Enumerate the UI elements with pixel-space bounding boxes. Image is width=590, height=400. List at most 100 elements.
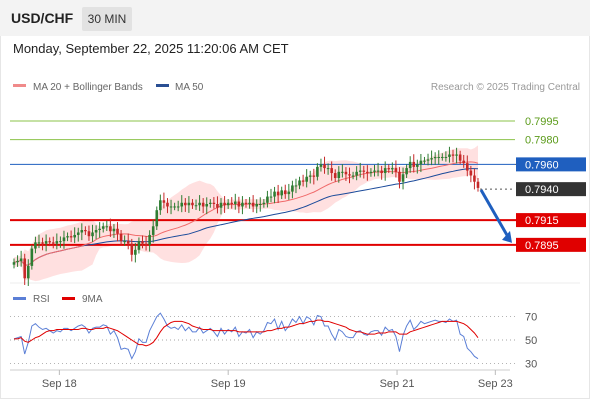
candle: [130, 243, 134, 255]
rsi-tick-label: 70: [525, 312, 537, 324]
ma50-legend-label: MA 50: [175, 82, 204, 93]
candle: [205, 204, 209, 207]
candle: [412, 161, 416, 167]
candle: [419, 160, 423, 165]
candle: [23, 258, 27, 279]
candle: [391, 168, 394, 170]
candle: [123, 241, 126, 243]
candle: [355, 171, 358, 176]
candle: [301, 180, 305, 182]
candle: [251, 202, 255, 207]
candle: [373, 170, 376, 172]
candle: [423, 160, 426, 162]
candle: [326, 168, 330, 170]
candle: [258, 204, 262, 205]
candle: [455, 154, 458, 156]
candle: [298, 180, 301, 186]
candle: [137, 241, 141, 250]
candle: [94, 230, 98, 233]
rsi-plot: 70 50 30: [10, 312, 537, 370]
candle: [151, 226, 155, 235]
candle: [16, 260, 19, 263]
x-tick-label: Sep 18: [42, 378, 77, 390]
candle: [465, 163, 469, 171]
candle: [184, 202, 187, 206]
candle: [44, 241, 48, 244]
candle: [98, 228, 101, 230]
candle: [308, 175, 312, 177]
candle: [337, 171, 341, 178]
candle: [473, 175, 476, 182]
candle: [216, 204, 219, 208]
candle: [101, 226, 105, 229]
candle: [469, 170, 473, 176]
level-label: 0.7915: [525, 215, 559, 227]
candle: [226, 202, 230, 206]
candle: [198, 202, 201, 206]
candle: [305, 176, 308, 182]
candle: [219, 202, 223, 208]
level-label: 0.7895: [525, 240, 559, 252]
level-label: 0.7995: [525, 116, 559, 128]
candle: [69, 236, 73, 238]
candle: [398, 171, 401, 182]
candle: [319, 164, 323, 167]
candle: [437, 156, 441, 158]
candle: [87, 231, 91, 237]
rsi-ma-legend-label: 9MA: [82, 294, 103, 305]
candle: [269, 196, 273, 198]
instrument-title: USD/CHF: [11, 10, 74, 26]
candle: [266, 196, 269, 203]
rsi-ma-legend-swatch: [62, 297, 75, 300]
candle: [37, 242, 41, 244]
candle: [380, 170, 383, 174]
candle: [55, 241, 59, 244]
candle: [51, 242, 55, 244]
candle: [458, 154, 462, 161]
candle: [162, 200, 166, 203]
candle: [76, 232, 80, 235]
candle: [241, 202, 244, 207]
candle: [59, 241, 62, 243]
candle: [41, 242, 44, 244]
candle: [441, 156, 444, 158]
candle: [233, 201, 237, 204]
candle: [105, 226, 109, 228]
candle: [387, 168, 391, 170]
level-label-box: [516, 237, 586, 252]
candle: [62, 237, 66, 242]
candle: [366, 171, 369, 174]
x-tick-label: Sep 21: [380, 378, 415, 390]
candle: [201, 202, 205, 207]
candle: [155, 210, 159, 227]
candle: [405, 168, 408, 175]
candle: [237, 201, 241, 207]
x-tick-label: Sep 23: [478, 378, 513, 390]
price-plot: 0.7995 0.7980 0.7960 0.7940 0.7915 0.7895: [10, 116, 586, 286]
candle: [80, 230, 84, 233]
candle: [191, 202, 194, 206]
candle: [12, 262, 16, 265]
candle: [416, 164, 419, 167]
candle: [451, 154, 455, 156]
candle: [291, 185, 294, 192]
candle: [112, 228, 116, 232]
candle: [30, 248, 34, 266]
candle: [248, 202, 251, 204]
candle: [444, 156, 448, 158]
candle: [341, 171, 344, 173]
timeframe-button[interactable]: 30 MIN: [82, 7, 132, 31]
candle: [187, 202, 191, 206]
candle: [369, 171, 373, 174]
candle: [223, 202, 226, 206]
candle: [84, 230, 87, 232]
candle: [212, 202, 216, 204]
candle: [26, 265, 30, 279]
candle: [73, 234, 76, 238]
candle: [169, 206, 173, 208]
candle: [330, 168, 333, 174]
x-tick-label: Sep 19: [211, 378, 246, 390]
rsi-tick-label: 30: [525, 358, 537, 370]
candle: [394, 168, 398, 172]
